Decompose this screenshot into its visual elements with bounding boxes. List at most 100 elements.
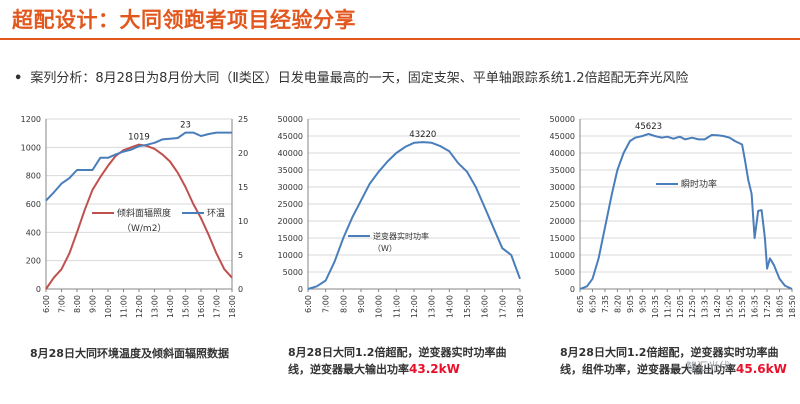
x-tick-label: 8:00 [339,295,348,313]
y-tick-label: 30000 [550,183,575,192]
x-tick-label: 16:00 [197,295,206,318]
x-tick-label: 14:00 [445,295,454,318]
y-tick-label: 5000 [555,268,575,277]
x-tick-label: 9:05 [626,295,635,313]
legend-label: 环温 [207,208,225,219]
bullet-marker: • [14,71,23,86]
x-tick-label: 16:00 [481,295,490,318]
y-tick-label: 5000 [283,268,303,277]
x-tick-label: 11:20 [663,295,672,318]
y2-tick-label: 10 [238,217,248,226]
x-tick-label: 10:00 [375,295,384,318]
x-tick-label: 12:50 [688,295,697,318]
caption-highlight: 43.2kW [409,362,460,376]
x-tick-label: 10:35 [651,295,660,318]
y-tick-label: 50000 [278,115,303,124]
data-label: 45623 [635,122,662,132]
caption-highlight: 45.6kW [736,362,787,376]
y-tick-label: 30000 [278,183,303,192]
x-tick-label: 11:00 [392,295,401,318]
x-tick-label: 14:20 [713,295,722,318]
x-tick-label: 15:00 [182,295,191,318]
legend-label-unit: （W/m2） [122,223,166,234]
caption-text: 8月28日大同1.2倍超配，逆变器实时功率曲线，组件功率，逆变器最大输出功率 [560,346,779,376]
y-tick-label: 20000 [278,217,303,226]
data-label: 43220 [409,130,436,140]
title-underline [0,38,800,40]
y-tick-label: 800 [26,172,41,181]
x-tick-label: 18:05 [776,295,785,318]
x-tick-label: 17:20 [763,295,772,318]
x-tick-label: 17:00 [213,295,222,318]
x-tick-label: 14:00 [166,295,175,318]
y-tick-label: 15000 [278,234,303,243]
data-label: 23 [180,121,191,131]
x-tick-label: 13:00 [428,295,437,318]
y-tick-label: 45000 [550,132,575,141]
caption-text: 8月28日大同环境温度及倾斜面辐照数据 [30,347,229,360]
y-tick-label: 25000 [550,200,575,209]
legend-label: 倾斜面辐照度 [117,207,171,219]
x-tick-label: 10:00 [104,295,113,318]
temperature-irradiance-chart: 0 200 400 600 800 1000 1200 0 5 10 15 20 25 6:00 7:00 8… [21,115,249,318]
x-tick-label: 11:00 [120,295,129,318]
x-tick-label: 6:05 [576,295,585,313]
series-line [579,132,793,290]
x-tick-label: 9:00 [89,295,98,313]
inverter-power-chart-fixed: 0 5000 10000 15000 20000 25000 30000 35000 40000… [278,115,525,318]
y2-tick-label: 25 [238,115,248,124]
x-tick-label: 18:00 [228,295,237,318]
x-tick-label: 7:35 [601,295,610,313]
y-tick-label: 35000 [550,166,575,175]
y-tick-label: 10000 [278,251,303,260]
y2-tick-label: 20 [238,149,248,158]
y-tick-label: 0 [570,285,575,294]
y-tick-label: 200 [26,257,41,266]
series-line [307,141,521,290]
x-tick-label: 15:00 [463,295,472,318]
caption-chart-2: 8月28日大同1.2倍超配，逆变器实时功率曲线，逆变器最大输出功率43.2kW [288,345,518,378]
y-tick-label: 15000 [550,234,575,243]
bullet-text: 案列分析：8月28日为8月份大同（Ⅱ类区）日发电量最高的一天，固定支架、平单轴跟… [30,71,689,86]
watermark-logo: 智汇光伏 [686,360,730,373]
y-tick-label: 45000 [278,132,303,141]
y-tick-label: 25000 [278,200,303,209]
x-tick-label: 18:50 [788,295,797,318]
y-tick-label: 20000 [550,217,575,226]
x-tick-label: 7:00 [58,295,67,313]
y2-tick-label: 5 [238,251,243,260]
x-tick-label: 13:35 [701,295,710,318]
y-tick-label: 0 [36,285,41,294]
y-tick-label: 0 [298,285,303,294]
x-tick-label: 16:35 [751,295,760,318]
x-tick-label: 6:00 [42,295,51,313]
x-tick-label: 6:00 [304,295,313,313]
x-tick-label: 12:00 [410,295,419,318]
y-tick-label: 600 [26,200,41,209]
x-tick-label: 12:00 [135,295,144,318]
inverter-power-chart-tracker: 0 5000 10000 15000 20000 25000 30000 35000 40000… [550,115,797,318]
x-tick-label: 15:05 [726,295,735,318]
slide-title: 超配设计：大同领跑者项目经验分享 [12,8,356,32]
y-tick-label: 40000 [550,149,575,158]
x-tick-label: 6:50 [588,295,597,313]
y-tick-label: 10000 [550,251,575,260]
x-tick-label: 9:00 [357,295,366,313]
caption-text: 8月28日大同1.2倍超配，逆变器实时功率曲线，逆变器最大输出功率 [288,346,507,376]
series-line [45,131,232,202]
legend-label: 瞬时功率 [681,178,717,190]
x-tick-label: 15:50 [738,295,747,318]
x-tick-label: 7:00 [322,295,331,313]
y-tick-label: 35000 [278,166,303,175]
legend-label: 逆变器实时功率 [373,231,429,241]
case-bullet: • 案列分析：8月28日为8月份大同（Ⅱ类区）日发电量最高的一天，固定支架、平单轴… [14,67,688,86]
y2-tick-label: 15 [238,183,248,192]
data-label: 1019 [128,133,150,143]
x-tick-label: 9:50 [638,295,647,313]
y-tick-label: 1200 [21,115,41,124]
x-tick-label: 8:20 [613,295,622,313]
y-tick-label: 400 [26,228,41,237]
x-tick-label: 12:05 [676,295,685,318]
caption-chart-3: 8月28日大同1.2倍超配，逆变器实时功率曲线，组件功率，逆变器最大输出功率45… [560,345,792,378]
legend-label-unit: （W） [373,244,397,253]
